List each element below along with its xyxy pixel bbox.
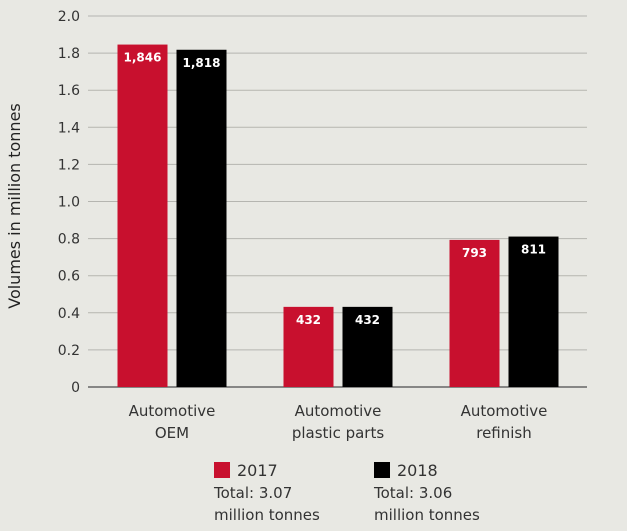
y-tick-label: 0 [71,380,80,396]
data-label-2017-0: 1,846 [124,51,162,65]
x-category-label: plastic parts [292,424,385,442]
legend-year-2018: 2018 [397,461,438,480]
bar-2017-1 [283,306,334,387]
bars: 1,846 1,818 432 432 793 811 [117,44,559,388]
x-category-label: Automotive [461,402,548,420]
y-tick-label: 2.0 [58,9,80,25]
y-tick-label: 1.8 [58,46,80,62]
legend-unit-2018: million tonnes [374,506,480,524]
y-axis-ticks: 0 0.2 0.4 0.6 0.8 1.0 1.2 1.4 1.6 1.8 2.0 [58,9,80,396]
y-tick-label: 1.2 [58,157,80,173]
bar-chart: 00.20.40.60.81.01.21.41.61.82.0 1,846 1,8… [5,9,587,442]
y-tick-label: 0.8 [58,232,80,248]
legend-swatch-2018 [374,462,390,478]
legend-item-2018: 2018 Total: 3.06 million tonnes [374,460,480,526]
legend-total-2017: Total: 3.07 [214,484,293,502]
legend-unit-2017: million tonnes [214,506,320,524]
legend-item-2017: 2017 Total: 3.07 million tonnes [214,460,320,526]
bar-2018-0 [176,49,227,388]
x-axis-categories: Automotive OEM Automotive plastic parts Auto… [129,402,548,442]
y-tick-label: 1.6 [58,83,80,99]
grid-lines [88,15,587,388]
bar-2017-2 [449,239,500,387]
x-category-label: OEM [155,424,189,442]
data-label-2018-2: 811 [521,243,546,257]
data-label-2018-0: 1,818 [183,56,221,70]
legend-swatch-2017 [214,462,230,478]
y-tick-label: 0.4 [58,306,80,322]
y-tick-label: 0.6 [58,269,80,285]
y-tick-label: 0.2 [58,343,80,359]
x-category-label: Automotive [295,402,382,420]
y-axis-label: Volumes in million tonnes [5,103,24,309]
y-tick-label: 1.0 [58,195,80,211]
data-label-2018-1: 432 [355,313,380,327]
x-category-label: Automotive [129,402,216,420]
bar-2017-0 [117,44,168,387]
x-category-label: refinish [476,424,532,442]
legend-total-2018: Total: 3.06 [374,484,453,502]
data-label-2017-2: 793 [462,246,487,260]
y-tick-label: 1.4 [58,120,80,136]
legend-year-2017: 2017 [237,461,278,480]
bar-2018-2 [508,236,559,387]
data-label-2017-1: 432 [296,313,321,327]
bar-2018-1 [342,306,393,387]
